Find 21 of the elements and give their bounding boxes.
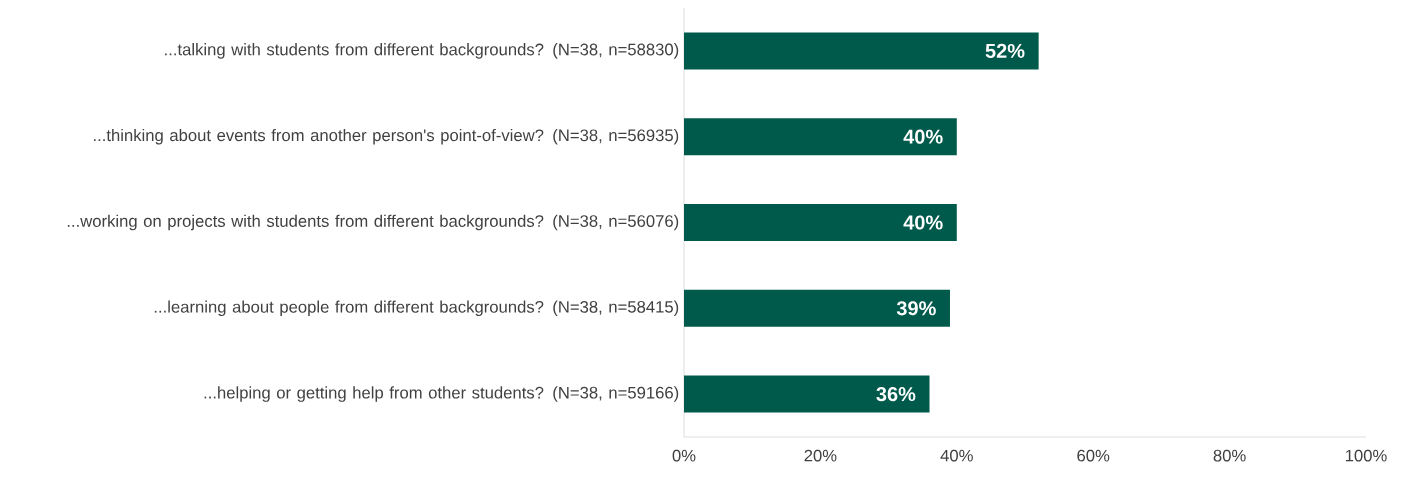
x-tick-label: 40% [940,449,973,462]
data-label: 40% [903,215,943,230]
y-tick-label: ...learning about people from different backgrounds? (N=38, n=58415) [154,300,679,317]
y-tick-label: ...helping or getting help from other students? (N=38, n=59166) [204,386,679,402]
data-label: 39% [896,301,936,316]
bar [684,204,957,241]
data-label: 36% [876,386,916,402]
x-tick-label: 0% [672,449,696,462]
x-tick-label: 20% [804,449,837,462]
bar [684,289,950,327]
data-label: 52% [985,43,1025,58]
y-tick-label: ...working on projects with students from different backgrounds? (N=38, n=56076) [67,214,679,231]
x-tick-label: 60% [1077,449,1110,462]
data-label: 40% [903,129,943,144]
bar [684,32,1039,70]
bar [684,375,930,413]
x-tick-label: 100% [1345,449,1387,462]
y-tick-label: ...talking with students from different backgrounds? (N=38, n=58830) [165,43,679,59]
x-tick-label: 80% [1213,449,1246,462]
y-tick-label: ...thinking about events from another person's point-of-view? (N=38, n=56935) [93,128,679,145]
bar [684,118,957,156]
